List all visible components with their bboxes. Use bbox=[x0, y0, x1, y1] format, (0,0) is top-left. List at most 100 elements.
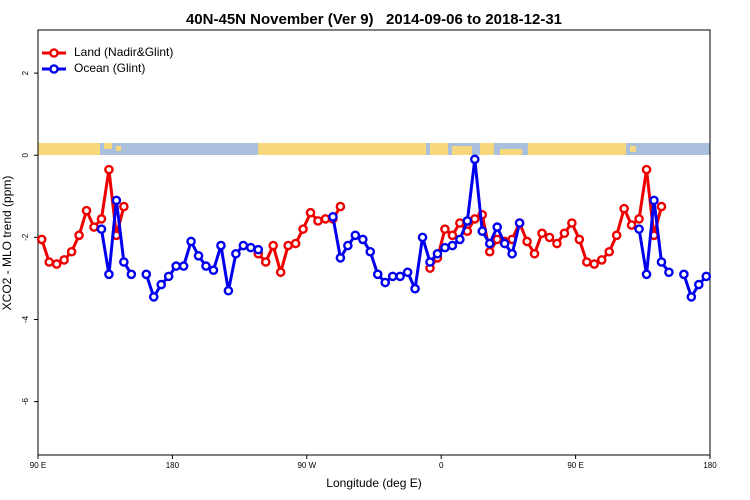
point bbox=[544, 232, 555, 243]
point bbox=[275, 267, 286, 278]
point bbox=[380, 277, 391, 288]
point bbox=[298, 224, 308, 234]
point bbox=[440, 224, 450, 234]
x-tick-label: 180 bbox=[166, 461, 180, 470]
plot-frame bbox=[37, 29, 711, 456]
point bbox=[201, 261, 211, 271]
point bbox=[119, 201, 129, 212]
legend-label: Land (Nadir&Glint) bbox=[74, 45, 173, 59]
point bbox=[320, 214, 331, 224]
point bbox=[664, 267, 674, 278]
point bbox=[507, 248, 517, 259]
point bbox=[469, 154, 480, 165]
point bbox=[81, 205, 92, 216]
y-axis-label: XCO2 - MLO trend (ppm) bbox=[0, 176, 14, 311]
point bbox=[694, 279, 704, 290]
x-tick-label: 90 E bbox=[567, 461, 583, 470]
point bbox=[522, 236, 532, 247]
point bbox=[89, 222, 99, 232]
point bbox=[559, 228, 570, 239]
point bbox=[96, 214, 107, 224]
point bbox=[432, 248, 443, 259]
point bbox=[656, 201, 667, 212]
point bbox=[410, 283, 420, 294]
point bbox=[447, 240, 458, 251]
y-tick-label: -6 bbox=[21, 398, 30, 406]
point bbox=[686, 292, 697, 302]
point bbox=[447, 230, 458, 241]
point bbox=[484, 238, 495, 249]
point bbox=[582, 257, 592, 267]
point bbox=[387, 271, 398, 282]
point bbox=[36, 234, 47, 245]
point bbox=[634, 224, 644, 234]
x-tick-label: 0 bbox=[439, 461, 444, 470]
point bbox=[350, 230, 361, 241]
point bbox=[641, 269, 652, 280]
point bbox=[537, 228, 547, 239]
point bbox=[455, 234, 465, 245]
legend-label: Ocean (Glint) bbox=[74, 61, 145, 75]
point bbox=[455, 218, 465, 228]
point bbox=[492, 222, 503, 232]
point bbox=[51, 259, 62, 269]
point bbox=[193, 251, 204, 261]
point bbox=[552, 238, 562, 249]
point bbox=[357, 234, 368, 245]
point bbox=[641, 164, 652, 175]
point bbox=[313, 216, 323, 226]
point bbox=[372, 269, 383, 280]
point bbox=[402, 267, 413, 278]
point bbox=[245, 242, 256, 253]
point bbox=[335, 253, 346, 263]
x-tick-label: 180 bbox=[703, 461, 717, 470]
y-tick-label: -2 bbox=[21, 233, 30, 241]
point bbox=[514, 218, 525, 228]
point bbox=[148, 292, 159, 302]
y-tick-label: -4 bbox=[21, 315, 30, 323]
point bbox=[111, 195, 122, 206]
point bbox=[253, 244, 264, 255]
point bbox=[74, 230, 84, 241]
point bbox=[589, 259, 600, 269]
point bbox=[596, 255, 607, 265]
point bbox=[492, 234, 503, 245]
point bbox=[343, 240, 353, 251]
chart-title: 40N-45N November (Ver 9) 2014-09-06 to 2… bbox=[186, 11, 562, 28]
point bbox=[611, 230, 622, 241]
x-axis-label: Longitude (deg E) bbox=[326, 476, 421, 490]
point bbox=[104, 269, 114, 280]
point bbox=[626, 220, 637, 230]
point bbox=[656, 257, 667, 267]
point bbox=[425, 257, 435, 267]
point bbox=[290, 238, 301, 249]
land-mask-strip bbox=[38, 143, 710, 155]
point bbox=[417, 232, 428, 243]
x-tick-label: 90 W bbox=[297, 461, 316, 470]
point bbox=[268, 240, 279, 251]
point bbox=[440, 242, 450, 253]
point bbox=[499, 238, 510, 249]
point bbox=[178, 261, 189, 271]
point bbox=[186, 236, 196, 247]
point bbox=[163, 271, 174, 282]
point bbox=[305, 207, 316, 218]
point bbox=[567, 218, 577, 228]
point bbox=[604, 246, 615, 257]
point bbox=[328, 212, 338, 222]
point bbox=[574, 234, 585, 245]
y-tick-label: 0 bbox=[21, 152, 30, 157]
point bbox=[238, 240, 249, 251]
point bbox=[44, 257, 55, 267]
point bbox=[365, 246, 376, 257]
point bbox=[335, 201, 346, 212]
point bbox=[216, 240, 226, 251]
point bbox=[223, 285, 234, 296]
point bbox=[462, 216, 473, 226]
legend-marker bbox=[49, 48, 59, 58]
point bbox=[231, 248, 241, 259]
point bbox=[283, 240, 293, 251]
point bbox=[484, 246, 495, 257]
point bbox=[104, 164, 114, 175]
